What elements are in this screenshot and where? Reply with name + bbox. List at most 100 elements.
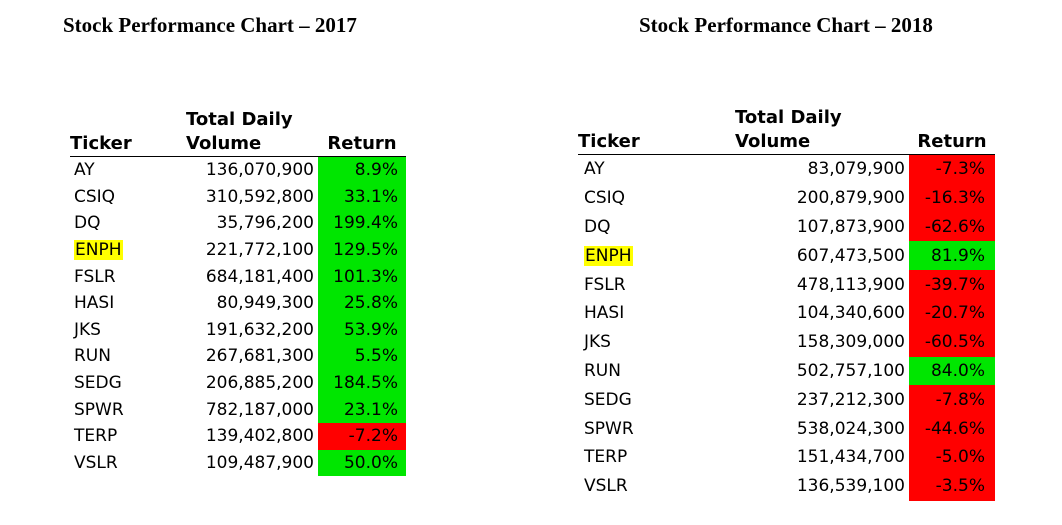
ticker-cell: SPWR bbox=[70, 396, 186, 423]
table-row: SEDG 237,212,300 -7.8% bbox=[578, 385, 995, 415]
stock-table-2018: Ticker Total Daily Volume Return AY 83,079… bbox=[578, 98, 995, 501]
return-cell: 5.5% bbox=[318, 343, 406, 370]
ticker-symbol: SEDG bbox=[584, 389, 632, 410]
table-row: AY 136,070,900 8.9% bbox=[70, 156, 406, 184]
volume-cell: 158,309,000 bbox=[796, 332, 905, 353]
ticker-cell: JKS bbox=[70, 317, 186, 344]
ticker-symbol: VSLR bbox=[584, 476, 628, 497]
volume-cell: 221,772,100 bbox=[205, 240, 314, 261]
volume-cell: 80,949,300 bbox=[216, 293, 314, 314]
ticker-cell: ENPH bbox=[578, 241, 735, 270]
volume-cell: 136,539,100 bbox=[796, 476, 905, 497]
return-cell: -16.3% bbox=[909, 183, 995, 213]
ticker-symbol: TERP bbox=[584, 447, 628, 468]
return-cell: -62.6% bbox=[909, 212, 995, 242]
ticker-cell: DQ bbox=[578, 213, 735, 242]
return-cell: -3.5% bbox=[909, 471, 995, 501]
ticker-cell: VSLR bbox=[578, 472, 735, 501]
ticker-symbol: FSLR bbox=[74, 266, 116, 287]
volume-cell: 538,024,300 bbox=[796, 418, 905, 439]
ticker-cell: CSIQ bbox=[70, 184, 186, 211]
ticker-symbol: TERP bbox=[74, 426, 118, 447]
return-cell: 23.1% bbox=[318, 396, 406, 423]
table-row: HASI 104,340,600 -20.7% bbox=[578, 298, 995, 328]
ticker-symbol: AY bbox=[584, 159, 605, 180]
return-cell: 129.5% bbox=[318, 236, 406, 264]
stock-table-2017: Ticker Total Daily Volume Return AY 136,07… bbox=[70, 102, 406, 477]
volume-cell: 267,681,300 bbox=[205, 346, 314, 367]
volume-cell: 151,434,700 bbox=[796, 447, 905, 468]
return-cell: 53.9% bbox=[318, 316, 406, 344]
return-cell: 81.9% bbox=[909, 241, 995, 271]
volume-cell: 502,757,100 bbox=[796, 360, 905, 381]
table-row: CSIQ 200,879,900 -16.3% bbox=[578, 183, 995, 213]
ticker-cell: RUN bbox=[70, 343, 186, 370]
volume-cell: 206,885,200 bbox=[205, 373, 314, 394]
ticker-cell: SPWR bbox=[578, 414, 735, 443]
table-body: AY 136,070,900 8.9% CSIQ 310,592,800 33.1% DQ 3… bbox=[70, 156, 406, 477]
table-row: DQ 35,796,200 199.4% bbox=[70, 210, 406, 237]
volume-cell: 107,873,900 bbox=[796, 216, 905, 237]
header-row: Ticker Total Daily Volume Return bbox=[70, 102, 406, 157]
volume-cell: 237,212,300 bbox=[796, 389, 905, 410]
ticker-symbol: VSLR bbox=[74, 452, 118, 473]
header-row: Ticker Total Daily Volume Return bbox=[578, 98, 995, 155]
return-cell: 184.5% bbox=[318, 369, 406, 397]
volume-cell: 104,340,600 bbox=[796, 303, 905, 324]
volume-header-line2: Volume bbox=[735, 131, 811, 152]
volume-cell: 109,487,900 bbox=[205, 452, 314, 473]
return-cell: -60.5% bbox=[909, 327, 995, 357]
ticker-cell: SEDG bbox=[578, 385, 735, 414]
ticker-cell: VSLR bbox=[70, 450, 186, 477]
ticker-symbol: JKS bbox=[74, 319, 101, 340]
return-cell: -20.7% bbox=[909, 298, 995, 328]
ticker-symbol: CSIQ bbox=[74, 186, 116, 207]
volume-cell: 607,473,500 bbox=[796, 245, 905, 266]
return-cell: 25.8% bbox=[318, 289, 406, 317]
table-row: ENPH 221,772,100 129.5% bbox=[70, 236, 406, 264]
volume-header: Total Daily Volume bbox=[186, 102, 318, 157]
volume-cell: 35,796,200 bbox=[216, 213, 314, 234]
table-row: AY 83,079,900 -7.3% bbox=[578, 154, 995, 184]
table-row: JKS 191,632,200 53.9% bbox=[70, 316, 406, 344]
ticker-header: Ticker bbox=[70, 102, 186, 157]
ticker-symbol: SPWR bbox=[584, 418, 634, 439]
table-body: AY 83,079,900 -7.3% CSIQ 200,879,900 -16.3% DQ… bbox=[578, 154, 995, 501]
ticker-symbol: DQ bbox=[584, 216, 611, 237]
table-row: SPWR 782,187,000 23.1% bbox=[70, 396, 406, 423]
volume-cell: 478,113,900 bbox=[796, 274, 905, 295]
ticker-symbol: JKS bbox=[584, 332, 611, 353]
ticker-header: Ticker bbox=[578, 98, 735, 155]
table-row: DQ 107,873,900 -62.6% bbox=[578, 212, 995, 242]
table-row: HASI 80,949,300 25.8% bbox=[70, 289, 406, 317]
ticker-symbol: DQ bbox=[74, 213, 101, 234]
return-cell: -39.7% bbox=[909, 270, 995, 299]
volume-header-line1: Total Daily bbox=[735, 107, 842, 128]
chart-title-2018: Stock Performance Chart – 2018 bbox=[639, 13, 933, 37]
ticker-symbol: ENPH bbox=[74, 240, 123, 261]
ticker-cell: DQ bbox=[70, 210, 186, 237]
table-row: RUN 267,681,300 5.5% bbox=[70, 343, 406, 370]
ticker-cell: TERP bbox=[70, 423, 186, 450]
table-row: ENPH 607,473,500 81.9% bbox=[578, 241, 995, 271]
ticker-symbol: SPWR bbox=[74, 399, 124, 420]
ticker-cell: FSLR bbox=[578, 270, 735, 299]
return-cell: 199.4% bbox=[318, 210, 406, 237]
ticker-cell: ENPH bbox=[70, 237, 186, 264]
ticker-cell: JKS bbox=[578, 328, 735, 357]
ticker-symbol: AY bbox=[74, 160, 95, 181]
table-row: JKS 158,309,000 -60.5% bbox=[578, 327, 995, 357]
table-row: FSLR 684,181,400 101.3% bbox=[70, 263, 406, 290]
table-row: TERP 151,434,700 -5.0% bbox=[578, 442, 995, 472]
volume-header-line2: Volume bbox=[186, 133, 262, 154]
ticker-cell: SEDG bbox=[70, 370, 186, 397]
ticker-cell: HASI bbox=[70, 290, 186, 317]
table-row: FSLR 478,113,900 -39.7% bbox=[578, 270, 995, 299]
ticker-cell: FSLR bbox=[70, 263, 186, 290]
ticker-symbol: HASI bbox=[584, 303, 625, 324]
volume-cell: 684,181,400 bbox=[205, 266, 314, 287]
table-row: VSLR 136,539,100 -3.5% bbox=[578, 471, 995, 501]
return-cell: 84.0% bbox=[909, 356, 995, 386]
volume-cell: 310,592,800 bbox=[205, 186, 314, 207]
table-row: TERP 139,402,800 -7.2% bbox=[70, 422, 406, 450]
